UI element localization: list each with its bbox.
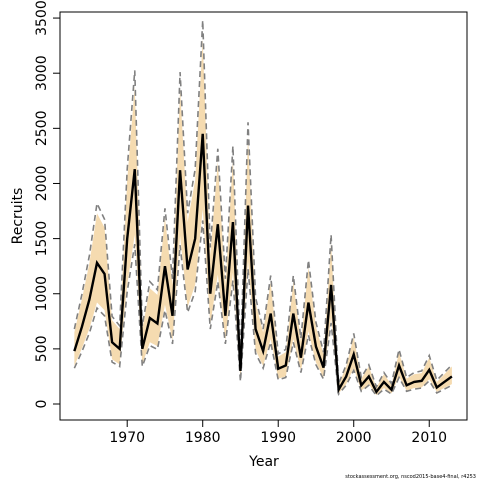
x-tick-label: 2000 bbox=[336, 430, 372, 446]
y-tick-label: 3500 bbox=[34, 0, 50, 36]
y-tick-label: 1500 bbox=[34, 221, 50, 257]
confidence-band bbox=[74, 39, 452, 396]
x-axis-label: Year bbox=[248, 454, 279, 470]
y-tick-label: 2000 bbox=[34, 166, 50, 202]
plot-frame bbox=[59, 11, 468, 421]
y-axis-label: Recruits bbox=[10, 188, 26, 245]
estimate-line bbox=[73, 133, 453, 395]
y-tick-label: 3000 bbox=[34, 55, 50, 91]
x-tick-label: 1970 bbox=[109, 430, 145, 446]
y-tick-label: 1000 bbox=[34, 276, 50, 312]
x-tick-label: 1980 bbox=[185, 430, 221, 446]
y-tick-label: 2500 bbox=[34, 111, 50, 147]
x-tick-label: 2010 bbox=[411, 430, 447, 446]
x-tick-label: 1990 bbox=[260, 430, 296, 446]
y-tick-label: 0 bbox=[34, 400, 50, 409]
footnote: stockassessment.org, nscod2015-base4-fin… bbox=[345, 474, 476, 480]
y-tick-label: 500 bbox=[34, 336, 50, 363]
interval-line bbox=[73, 20, 453, 389]
interval-line bbox=[73, 220, 453, 397]
